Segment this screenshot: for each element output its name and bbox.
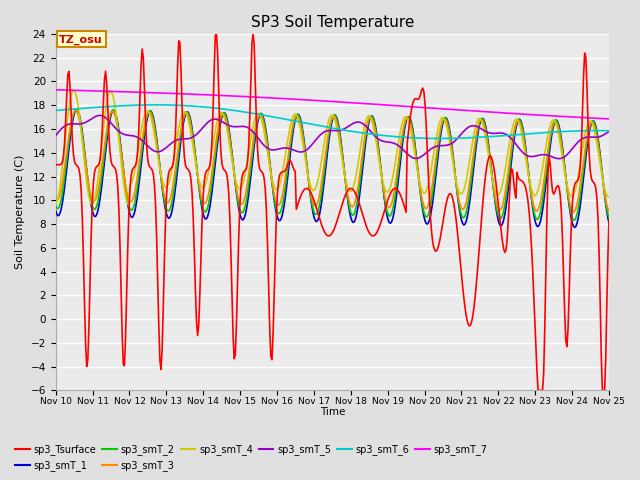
- Legend: sp3_Tsurface, sp3_smT_1, sp3_smT_2, sp3_smT_3, sp3_smT_4, sp3_smT_5, sp3_smT_6, : sp3_Tsurface, sp3_smT_1, sp3_smT_2, sp3_…: [12, 441, 492, 475]
- X-axis label: Time: Time: [319, 407, 345, 417]
- Y-axis label: Soil Temperature (C): Soil Temperature (C): [15, 155, 25, 269]
- Text: TZ_osu: TZ_osu: [60, 34, 103, 45]
- Title: SP3 Soil Temperature: SP3 Soil Temperature: [251, 15, 414, 30]
